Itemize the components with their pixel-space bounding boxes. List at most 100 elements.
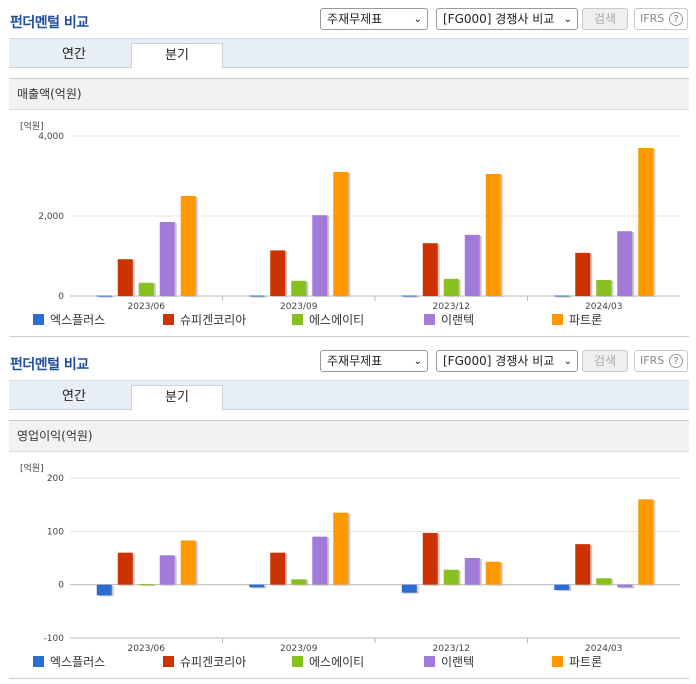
bar[interactable]: [138, 584, 154, 586]
bar[interactable]: [249, 584, 265, 588]
bar[interactable]: [485, 561, 501, 585]
panel-divider: [9, 336, 689, 337]
bar[interactable]: [312, 536, 328, 585]
legend-label: 엑스플러스: [50, 655, 106, 669]
legend-swatch: [33, 314, 44, 325]
tab-quarterly[interactable]: 분기: [131, 43, 223, 69]
legend-item[interactable]: 엑스플러스: [33, 654, 105, 670]
section-title: 매출액(억원): [9, 78, 689, 110]
legend-label: 슈피겐코리아: [180, 655, 247, 669]
bar[interactable]: [617, 584, 633, 588]
help-icon: ?: [669, 354, 683, 368]
bar[interactable]: [638, 499, 654, 585]
bar[interactable]: [422, 532, 438, 585]
bar-shadow: [140, 585, 156, 587]
bar[interactable]: [333, 512, 349, 585]
unit-label: [억원]: [20, 122, 44, 132]
bar[interactable]: [443, 569, 459, 585]
bar[interactable]: [575, 252, 591, 296]
panel-title: 펀더멘털 비교: [10, 357, 89, 373]
y-tick-label: 0: [58, 581, 64, 591]
tab-annual[interactable]: 연간: [62, 389, 86, 404]
legend-item[interactable]: 슈피겐코리아: [163, 654, 246, 670]
search-button[interactable]: 검색: [582, 350, 628, 372]
ifrs-label: IFRS: [640, 12, 665, 25]
legend-item[interactable]: 이랜텍: [424, 654, 474, 670]
ifrs-button[interactable]: IFRS ?: [634, 350, 688, 372]
bar[interactable]: [159, 222, 175, 296]
ifrs-label: IFRS: [640, 354, 665, 367]
bar[interactable]: [617, 231, 633, 296]
bar[interactable]: [333, 172, 349, 296]
bar[interactable]: [291, 280, 307, 296]
legend-swatch: [424, 314, 435, 325]
tab-annual[interactable]: 연간: [62, 47, 86, 62]
bar[interactable]: [96, 295, 112, 297]
bar[interactable]: [596, 578, 612, 585]
operating-profit-bar-chart: -100 0 100 200 2023/06 2023/09 2023/12 2024/03: [44, 474, 680, 654]
legend-item[interactable]: 파트론: [552, 312, 602, 328]
bar[interactable]: [180, 540, 196, 585]
x-tick-label: 2023/12: [433, 302, 470, 312]
bar[interactable]: [96, 584, 112, 596]
bar[interactable]: [554, 584, 570, 590]
bar[interactable]: [117, 259, 133, 296]
bar[interactable]: [443, 278, 459, 296]
bar[interactable]: [464, 558, 480, 585]
bar[interactable]: [180, 196, 196, 296]
tab-quarterly[interactable]: 분기: [131, 385, 223, 411]
bar[interactable]: [117, 552, 133, 585]
x-tick-label: 2023/06: [128, 302, 166, 312]
y-tick-label: 200: [47, 474, 64, 484]
legend-item[interactable]: 에스에이티: [292, 654, 364, 670]
legend-label: 에스에이티: [309, 313, 365, 327]
bar[interactable]: [401, 584, 417, 593]
statement-select[interactable]: 주재무제표 ⌄: [320, 8, 428, 30]
bar[interactable]: [312, 215, 328, 296]
legend-label: 이랜텍: [441, 313, 475, 327]
compare-select[interactable]: [FG000] 경쟁사 비교 ⌄: [436, 350, 578, 372]
bar[interactable]: [485, 174, 501, 296]
legend-swatch: [552, 656, 563, 667]
legend-item[interactable]: 슈피겐코리아: [163, 312, 246, 328]
bar[interactable]: [270, 552, 286, 585]
bar[interactable]: [554, 295, 570, 297]
x-tick-label: 2024/03: [585, 644, 622, 654]
bar[interactable]: [270, 250, 286, 296]
bar-shadow: [251, 296, 267, 298]
statement-select-value: 주재무제표: [327, 354, 383, 368]
chevron-down-icon: ⌄: [563, 356, 572, 367]
legend-item[interactable]: 에스에이티: [292, 312, 364, 328]
bar[interactable]: [159, 555, 175, 585]
fundamental-panel-operating-profit: 펀더멘털 비교 주재무제표 ⌄ [FG000] 경쟁사 비교 ⌄ 검색 IFRS…: [0, 342, 696, 684]
ifrs-button[interactable]: IFRS ?: [634, 8, 688, 30]
legend-swatch: [163, 314, 174, 325]
bar[interactable]: [138, 282, 154, 296]
legend-swatch: [292, 656, 303, 667]
legend-item[interactable]: 이랜텍: [424, 312, 474, 328]
bar-shadow: [556, 296, 572, 298]
x-tick-label: 2023/09: [280, 302, 318, 312]
compare-select[interactable]: [FG000] 경쟁사 비교 ⌄: [436, 8, 578, 30]
bar[interactable]: [401, 295, 417, 297]
bar[interactable]: [291, 579, 307, 585]
legend-swatch: [33, 656, 44, 667]
bar[interactable]: [575, 544, 591, 585]
legend-item[interactable]: 파트론: [552, 654, 602, 670]
x-tick-label: 2024/03: [585, 302, 622, 312]
chart-legend: 엑스플러스 슈피겐코리아 에스에이티 이랜텍 파트론: [0, 312, 696, 330]
search-button[interactable]: 검색: [582, 8, 628, 30]
legend-swatch: [424, 656, 435, 667]
bar[interactable]: [638, 148, 654, 296]
bar[interactable]: [249, 295, 265, 297]
legend-label: 슈피겐코리아: [180, 313, 247, 327]
bar[interactable]: [422, 243, 438, 296]
statement-select-value: 주재무제표: [327, 12, 383, 26]
bar[interactable]: [464, 234, 480, 296]
statement-select[interactable]: 주재무제표 ⌄: [320, 350, 428, 372]
legend-item[interactable]: 엑스플러스: [33, 312, 105, 328]
x-tick-label: 2023/06: [128, 644, 166, 654]
legend-label: 엑스플러스: [50, 313, 106, 327]
bar[interactable]: [596, 280, 612, 296]
legend-label: 파트론: [569, 655, 603, 669]
